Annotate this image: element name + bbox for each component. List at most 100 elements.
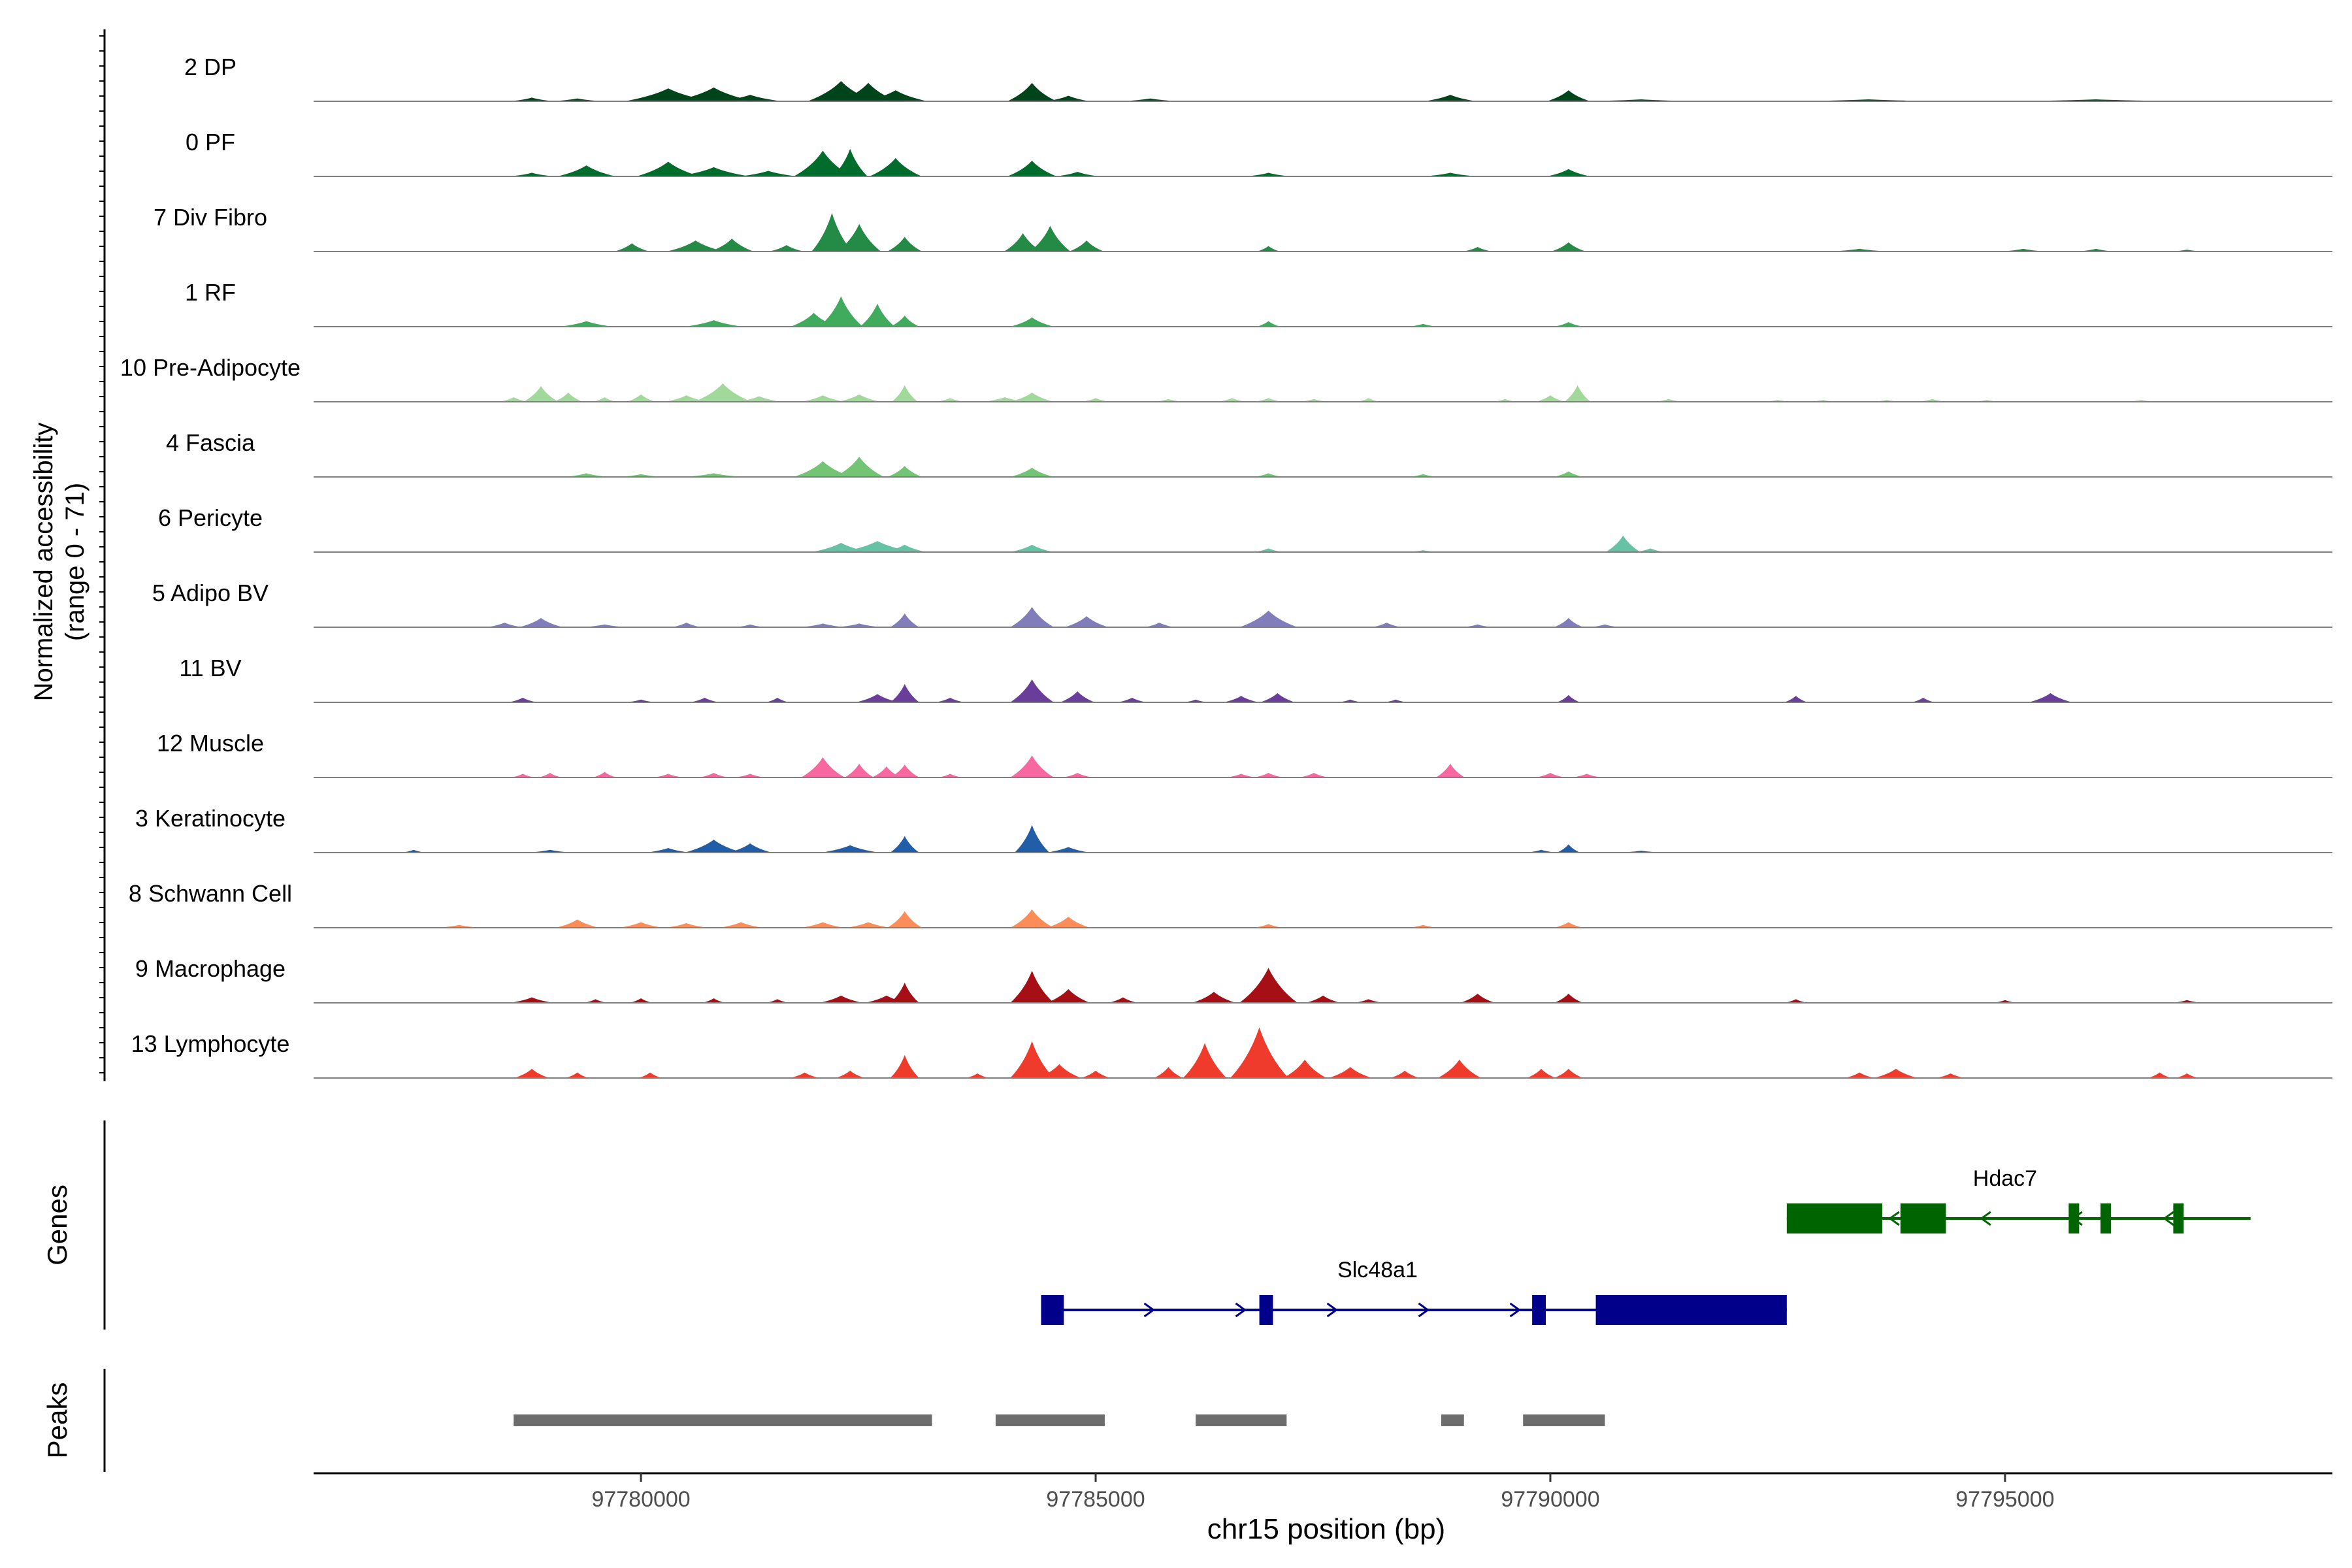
track-label: 2 DP bbox=[184, 54, 237, 80]
coverage-peak bbox=[1918, 399, 1947, 402]
coverage-peak bbox=[1554, 1068, 1584, 1078]
coverage-peak bbox=[672, 622, 701, 627]
coverage-peak bbox=[1226, 774, 1256, 777]
coverage-track: 4 Fascia bbox=[166, 429, 2332, 478]
coverage-peak bbox=[1014, 825, 1050, 853]
strand-arrow bbox=[1888, 1211, 1900, 1226]
strand-arrow bbox=[1418, 1302, 1430, 1318]
coverage-peak bbox=[1055, 171, 1100, 176]
coverage-peak bbox=[619, 474, 663, 477]
coverage-peak bbox=[1554, 321, 1584, 327]
coverage-peak bbox=[834, 457, 884, 477]
coverage-peak bbox=[801, 395, 845, 402]
coverage-peak bbox=[766, 999, 789, 1003]
coverage-peak bbox=[890, 983, 919, 1003]
peak-region-bar bbox=[1196, 1414, 1287, 1426]
coverage-peak bbox=[1007, 161, 1057, 176]
coverage-peak bbox=[811, 212, 853, 252]
coverage-peak bbox=[1117, 697, 1147, 702]
coverage-peak bbox=[1154, 1067, 1183, 1078]
coverage-peak bbox=[728, 843, 772, 853]
peak-region-bar bbox=[1441, 1414, 1464, 1426]
track-label: 4 Fascia bbox=[166, 429, 255, 456]
peak-region-bar bbox=[995, 1414, 1105, 1426]
coverage-peak bbox=[1784, 999, 1808, 1003]
coverage-peak bbox=[1635, 548, 1665, 552]
coverage-y-axis-ticks bbox=[99, 35, 105, 1073]
coverage-peak bbox=[887, 911, 923, 928]
coverage-peak bbox=[1572, 774, 1601, 777]
strand-arrow bbox=[2163, 1211, 2174, 1226]
coverage-peak bbox=[1010, 1041, 1054, 1078]
coverage-track: 5 Adipo BV bbox=[152, 580, 2332, 628]
track-label: 3 Keratinocyte bbox=[135, 805, 286, 832]
coverage-peak bbox=[664, 395, 709, 402]
coverage-track: 2 DP bbox=[184, 54, 2332, 102]
coverage-peak bbox=[583, 999, 608, 1003]
coverage-peak bbox=[1435, 763, 1465, 777]
track-label: 7 Div Fibro bbox=[154, 204, 267, 231]
coverage-peak bbox=[551, 98, 604, 101]
coverage-peak bbox=[1010, 467, 1054, 477]
coverage-peak bbox=[869, 157, 922, 176]
coverage-peak bbox=[1254, 772, 1283, 777]
coverage-peak bbox=[560, 321, 613, 327]
peak-regions bbox=[514, 1414, 1605, 1426]
coverage-peak bbox=[1299, 772, 1329, 777]
coverage-peak bbox=[699, 772, 728, 777]
gene-exon bbox=[2100, 1203, 2112, 1233]
coverage-peak bbox=[890, 1054, 919, 1078]
coverage-peak bbox=[508, 697, 538, 702]
coverage-peak bbox=[739, 171, 798, 176]
coverage-peak bbox=[626, 394, 656, 402]
coverage-peak bbox=[1408, 924, 1438, 928]
coverage-peak bbox=[1081, 398, 1111, 402]
coverage-peak bbox=[1254, 398, 1283, 402]
coverage-peak bbox=[1554, 993, 1584, 1003]
coverage-peak bbox=[1305, 995, 1341, 1003]
peak-region-bar bbox=[1523, 1414, 1605, 1426]
coverage-peak bbox=[1145, 622, 1174, 627]
coverage-peak bbox=[1936, 1073, 1965, 1078]
gene-exon bbox=[1900, 1203, 1946, 1233]
coverage-peak bbox=[1328, 1067, 1373, 1078]
coverage-peak bbox=[1224, 696, 1259, 702]
coverage-peak bbox=[1437, 1059, 1482, 1078]
coverage-peak bbox=[737, 396, 781, 402]
coverage-peak bbox=[1004, 233, 1042, 252]
coverage-peak bbox=[1535, 395, 1565, 402]
coverage-tracks: 2 DP 0 PF 7 Div Fibro 1 RF 10 Pre-Adipocyte 4… bbox=[120, 54, 2332, 1079]
coverage-track: 12 Muscle bbox=[157, 730, 2332, 778]
coverage-peak bbox=[1037, 1064, 1081, 1078]
coverage-peak bbox=[528, 849, 572, 853]
coverage-peak bbox=[938, 774, 962, 777]
coverage-peak bbox=[837, 623, 881, 627]
coverage-peak bbox=[801, 757, 845, 777]
strand-arrow bbox=[1235, 1302, 1247, 1318]
gene-model: Slc48a1 bbox=[1041, 1258, 1787, 1325]
x-axis-tick-label: 97795000 bbox=[1955, 1487, 2054, 1512]
coverage-track: 9 Macrophage bbox=[135, 955, 2332, 1004]
coverage-peak bbox=[1372, 622, 1401, 627]
gene-exon bbox=[1259, 1295, 1273, 1325]
coverage-peak bbox=[1556, 694, 1580, 702]
strand-arrow bbox=[1326, 1302, 1339, 1318]
coverage-peak bbox=[1408, 474, 1438, 477]
coverage-peak bbox=[2175, 1073, 2199, 1078]
coverage-peak bbox=[790, 1072, 819, 1078]
coverage-peak bbox=[487, 622, 523, 627]
coverage-peak bbox=[735, 774, 765, 777]
y-axis-range-label: (range 0 - 71) bbox=[61, 483, 90, 641]
coverage-peak bbox=[1911, 697, 1935, 702]
coverage-peak bbox=[564, 473, 608, 477]
coverage-peak bbox=[890, 764, 919, 777]
coverage-peak bbox=[936, 398, 965, 402]
coverage-peak bbox=[1081, 1070, 1111, 1078]
coverage-peak bbox=[1183, 1043, 1227, 1078]
coverage-peak bbox=[835, 1070, 865, 1078]
coverage-peak bbox=[1874, 1068, 1918, 1078]
coverage-track: 3 Keratinocyte bbox=[135, 805, 2332, 853]
x-axis-tick-label: 97785000 bbox=[1046, 1487, 1145, 1512]
